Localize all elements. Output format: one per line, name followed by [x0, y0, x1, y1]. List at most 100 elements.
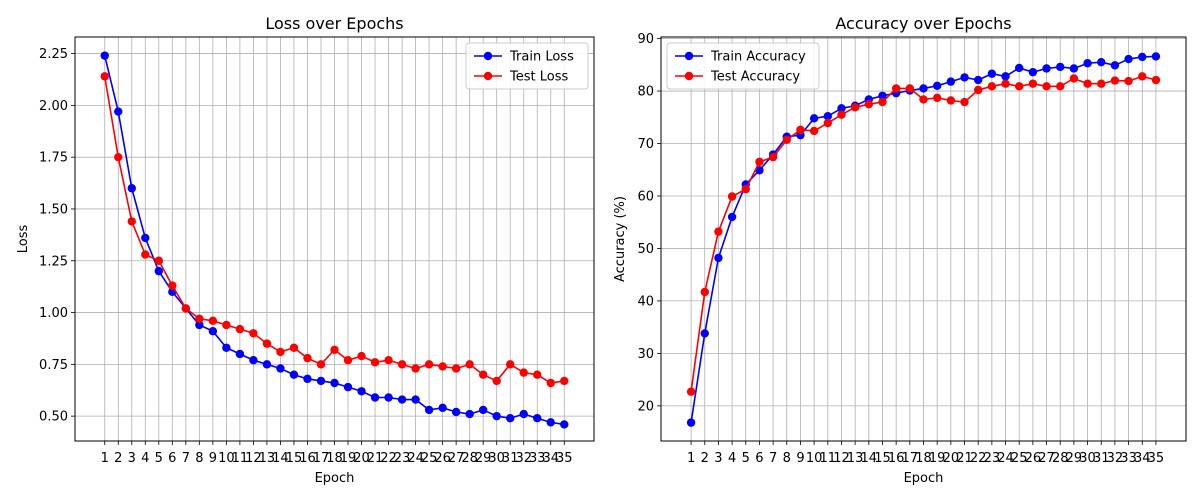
data-point	[1069, 74, 1079, 83]
chart-title: Loss over Epochs	[265, 14, 403, 33]
data-point	[168, 281, 177, 290]
data-point	[946, 77, 956, 86]
x-tick-label: 21	[956, 451, 973, 466]
y-tick-label: 90	[637, 32, 654, 47]
data-point	[1110, 61, 1120, 70]
x-tick-label: 4	[141, 451, 149, 466]
y-tick-label: 2.25	[39, 47, 68, 62]
data-point	[154, 266, 163, 276]
legend: Train Loss Test Loss	[465, 42, 589, 90]
y-tick-label: 40	[637, 294, 654, 309]
data-point	[1028, 79, 1038, 88]
legend-marker	[684, 51, 694, 61]
y-tick-label: 1.50	[39, 202, 68, 217]
x-tick-label: 10	[218, 451, 235, 466]
x-tick-label: 33	[1120, 451, 1137, 466]
data-point	[714, 227, 723, 236]
y-tick-label: 2.00	[39, 99, 68, 114]
data-point	[276, 364, 285, 373]
data-point	[960, 97, 969, 107]
data-point	[397, 360, 407, 369]
data-point	[796, 125, 805, 135]
legend-marker	[684, 71, 694, 81]
data-point	[424, 405, 434, 415]
data-point	[343, 382, 353, 392]
x-tick-label: 34	[1134, 451, 1151, 466]
x-tick-label: 15	[874, 451, 891, 466]
data-point	[222, 320, 231, 330]
data-point	[686, 387, 696, 396]
x-tick-label: 30	[1079, 451, 1096, 466]
x-tick-label: 19	[929, 451, 946, 466]
data-point	[506, 414, 515, 423]
data-point	[370, 393, 380, 402]
data-point	[1151, 75, 1161, 85]
chart-loss: 1 2 3 4 5 6 7 8 9 1011121314151617181920212223242…	[16, 14, 595, 486]
x-tick-label: 26	[1025, 451, 1042, 466]
data-point	[533, 370, 542, 379]
data-point	[438, 403, 447, 413]
x-tick-label: 19	[340, 451, 357, 466]
x-tick-label: 20	[943, 451, 960, 466]
x-tick-label: 30	[488, 451, 505, 466]
legend-label: Train Loss	[509, 50, 574, 65]
data-point	[506, 360, 515, 369]
x-tick-label: 12	[245, 451, 262, 466]
data-point	[1015, 82, 1024, 91]
legend-label: Train Accuracy	[710, 50, 806, 65]
data-point	[1097, 57, 1106, 67]
data-point	[262, 339, 272, 348]
data-point	[864, 99, 874, 109]
data-point	[700, 329, 709, 338]
x-tick-label: 24	[997, 451, 1014, 466]
data-point	[809, 126, 819, 136]
x-tick-label: 25	[421, 451, 438, 466]
x-tick-label: 6	[168, 451, 176, 466]
data-point	[727, 212, 737, 222]
legend-box	[465, 42, 589, 90]
data-point	[1138, 72, 1147, 81]
data-point	[768, 152, 778, 162]
data-point	[208, 316, 218, 326]
data-point	[303, 374, 312, 384]
x-axis-label: Epoch	[315, 471, 355, 486]
data-point	[1097, 79, 1106, 88]
data-point	[686, 418, 696, 427]
data-point	[837, 104, 846, 113]
x-tick-label: 17	[902, 451, 919, 466]
x-tick-label: 15	[286, 451, 303, 466]
data-point	[755, 157, 764, 167]
chart-title: Accuracy over Epochs	[835, 14, 1011, 33]
chart-accuracy: 1 2 3 4 5 6 7 8 9 1011121314151617181920212223242…	[613, 14, 1187, 486]
data-point	[546, 418, 555, 427]
data-point	[891, 84, 901, 93]
y-tick-label: 80	[637, 85, 654, 100]
x-tick-label: 33	[529, 451, 546, 466]
data-point	[330, 345, 339, 355]
data-point	[919, 84, 928, 93]
x-tick-label: 9	[796, 451, 804, 466]
data-point	[1015, 63, 1024, 73]
data-point	[478, 405, 488, 415]
x-tick-label: 3	[128, 451, 136, 466]
data-point	[222, 343, 231, 352]
data-point	[114, 152, 123, 162]
x-tick-label: 1	[687, 451, 695, 466]
data-point	[519, 368, 528, 377]
data-point	[465, 409, 474, 419]
y-tick-label: 60	[637, 189, 654, 204]
x-tick-label: 23	[394, 451, 411, 466]
data-point	[303, 353, 312, 363]
data-point	[492, 411, 501, 421]
data-point	[1138, 52, 1147, 62]
x-tick-label: 1	[101, 451, 109, 466]
data-point	[424, 360, 434, 369]
x-tick-label: 14	[272, 451, 289, 466]
y-tick-label: 50	[637, 242, 654, 257]
data-point	[1028, 67, 1038, 77]
data-point	[438, 362, 447, 371]
data-point	[1056, 82, 1065, 91]
data-point	[1124, 54, 1133, 64]
data-point	[276, 347, 285, 357]
grid	[661, 37, 1186, 441]
